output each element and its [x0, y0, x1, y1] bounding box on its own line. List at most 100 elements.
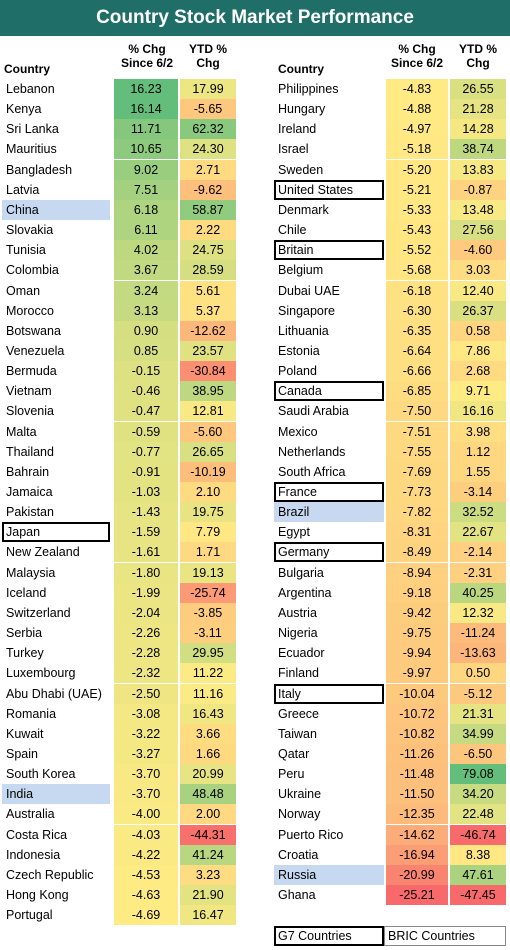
country-name: Kenya: [6, 102, 42, 117]
chg-since-value: -9.94: [386, 643, 448, 664]
chg-since-value: -5.21: [386, 179, 448, 200]
chg-since-value: -4.83: [386, 79, 448, 99]
right-ytd-header-line2: Chg: [466, 56, 490, 70]
ytd-chg-value: 3.98: [450, 421, 506, 442]
ytd-chg-value: 38.95: [180, 381, 236, 402]
chg-since-value: -2.04: [114, 602, 178, 623]
ytd-chg-value: 7.79: [180, 522, 236, 543]
country-name: Slovakia: [6, 223, 54, 238]
ytd-chg-value: 21.90: [180, 885, 236, 905]
table-row: Peru -11.48 79.08: [0, 764, 510, 785]
table-row: South Africa -7.69 1.55: [0, 461, 510, 482]
ytd-chg-value: 47.61: [450, 864, 506, 885]
chg-since-value: 6.11: [114, 220, 178, 241]
chg-since-value: -5.18: [386, 139, 448, 160]
chg-since-value: -8.94: [386, 562, 448, 583]
left-country-header: Country: [4, 62, 50, 76]
table-row: Puerto Rico -14.62 -46.74: [0, 824, 510, 845]
ytd-chg-value: 34.99: [450, 723, 506, 744]
ytd-chg-value: 26.37: [450, 300, 506, 321]
chg-since-value: -5.20: [386, 159, 448, 180]
chg-since-value: -2.28: [114, 643, 178, 664]
country-name: Turkey: [6, 646, 44, 661]
table-row: China 6.18 58.87: [0, 199, 510, 220]
chg-since-value: 11.71: [114, 119, 178, 140]
chg-since-value: -4.69: [114, 905, 178, 926]
left-chg-header: % Chg Since 6/2: [114, 42, 180, 70]
chg-since-value: -9.75: [386, 623, 448, 644]
table-row: Netherlands -7.55 1.12: [0, 441, 510, 462]
ytd-chg-value: 40.25: [450, 582, 506, 603]
country-name: Bahrain: [6, 464, 50, 479]
country-name: Venezuela: [6, 343, 65, 358]
table-row: Norway -12.35 22.48: [0, 804, 510, 825]
chg-since-value: -11.50: [386, 784, 448, 805]
legend: G7 Countries BRIC Countries: [274, 926, 506, 946]
chg-since-value: -9.97: [386, 663, 448, 684]
country-name: Botswana: [6, 323, 61, 338]
country-name: Luxembourg: [6, 666, 76, 681]
ytd-chg-value: 0.50: [450, 663, 506, 684]
ytd-chg-value: -2.31: [450, 562, 506, 583]
ytd-chg-value: -3.14: [450, 482, 506, 502]
ytd-chg-value: 62.32: [180, 119, 236, 140]
table-row: Thailand -0.77 26.65: [0, 441, 510, 462]
chg-since-value: 9.02: [114, 159, 178, 180]
chg-since-value: -14.62: [386, 824, 448, 845]
table-row: Egypt -8.31 22.67: [0, 522, 510, 543]
ytd-chg-value: 58.87: [180, 199, 236, 220]
chg-since-value: -0.59: [114, 421, 178, 442]
table-row: Costa Rica -4.03 -44.31: [0, 824, 510, 845]
ytd-chg-value: 12.40: [450, 280, 506, 301]
chg-since-value: -1.59: [114, 522, 178, 543]
table-row: Bahrain -0.91 -10.19: [0, 461, 510, 482]
table-row: Mexico -7.51 3.98: [0, 421, 510, 442]
page-title: Country Stock Market Performance: [0, 0, 510, 36]
chg-since-value: -7.82: [386, 502, 448, 523]
chg-since-value: -5.52: [386, 240, 448, 261]
country-name: Belgium: [278, 263, 324, 278]
left-ytd-header-line2: Chg: [196, 56, 220, 70]
country-name: Iceland: [6, 585, 47, 600]
ytd-chg-value: 2.10: [180, 482, 236, 502]
chg-since-value: 16.23: [114, 79, 178, 99]
chg-since-value: -8.49: [386, 542, 448, 563]
table-row: Israel -5.18 38.74: [0, 139, 510, 160]
ytd-chg-value: 12.32: [450, 602, 506, 623]
chg-since-value: -4.53: [114, 864, 178, 885]
chg-since-value: -4.97: [386, 119, 448, 140]
country-name: Ghana: [278, 888, 316, 902]
country-name: Bulgaria: [278, 565, 324, 580]
left-chg-header-line2: Since 6/2: [120, 56, 174, 70]
country-name: Philippines: [278, 82, 339, 96]
country-name: Greece: [278, 706, 319, 721]
table-row: Slovakia 6.11 2.22: [0, 220, 510, 241]
chg-since-value: -7.50: [386, 401, 448, 422]
ytd-chg-value: 12.81: [180, 401, 236, 422]
chg-since-value: 10.65: [114, 139, 178, 160]
table-row: Austria -9.42 12.32: [0, 602, 510, 623]
country-name: United States: [274, 179, 384, 200]
table-row: Sweden -5.20 13.83: [0, 159, 510, 180]
table-row: Croatia -16.94 8.38: [0, 844, 510, 865]
right-ytd-header-line1: YTD %: [458, 42, 497, 56]
ytd-chg-value: 28.59: [180, 260, 236, 281]
ytd-chg-value: -0.87: [450, 179, 506, 200]
table-row: Japan -1.59 7.79: [0, 522, 510, 543]
country-name: Oman: [6, 283, 41, 298]
chg-since-value: 0.85: [114, 340, 178, 361]
ytd-chg-value: -4.60: [450, 240, 506, 261]
chg-since-value: -10.04: [386, 683, 448, 704]
ytd-chg-value: -3.11: [180, 623, 236, 644]
table-row: Canada -6.85 9.71: [0, 381, 510, 402]
table-row: Turkey -2.28 29.95: [0, 643, 510, 664]
right-chg-header: % Chg Since 6/2: [384, 42, 450, 70]
ytd-chg-value: 2.71: [180, 159, 236, 180]
ytd-chg-value: 41.24: [180, 844, 236, 865]
table-row: Abu Dhabi (UAE) -2.50 11.16: [0, 683, 510, 704]
chg-since-value: 3.13: [114, 300, 178, 321]
chg-since-value: -4.03: [114, 824, 178, 845]
ytd-chg-value: 1.12: [450, 441, 506, 462]
ytd-chg-value: 24.30: [180, 139, 236, 160]
chg-since-value: -11.48: [386, 764, 448, 785]
